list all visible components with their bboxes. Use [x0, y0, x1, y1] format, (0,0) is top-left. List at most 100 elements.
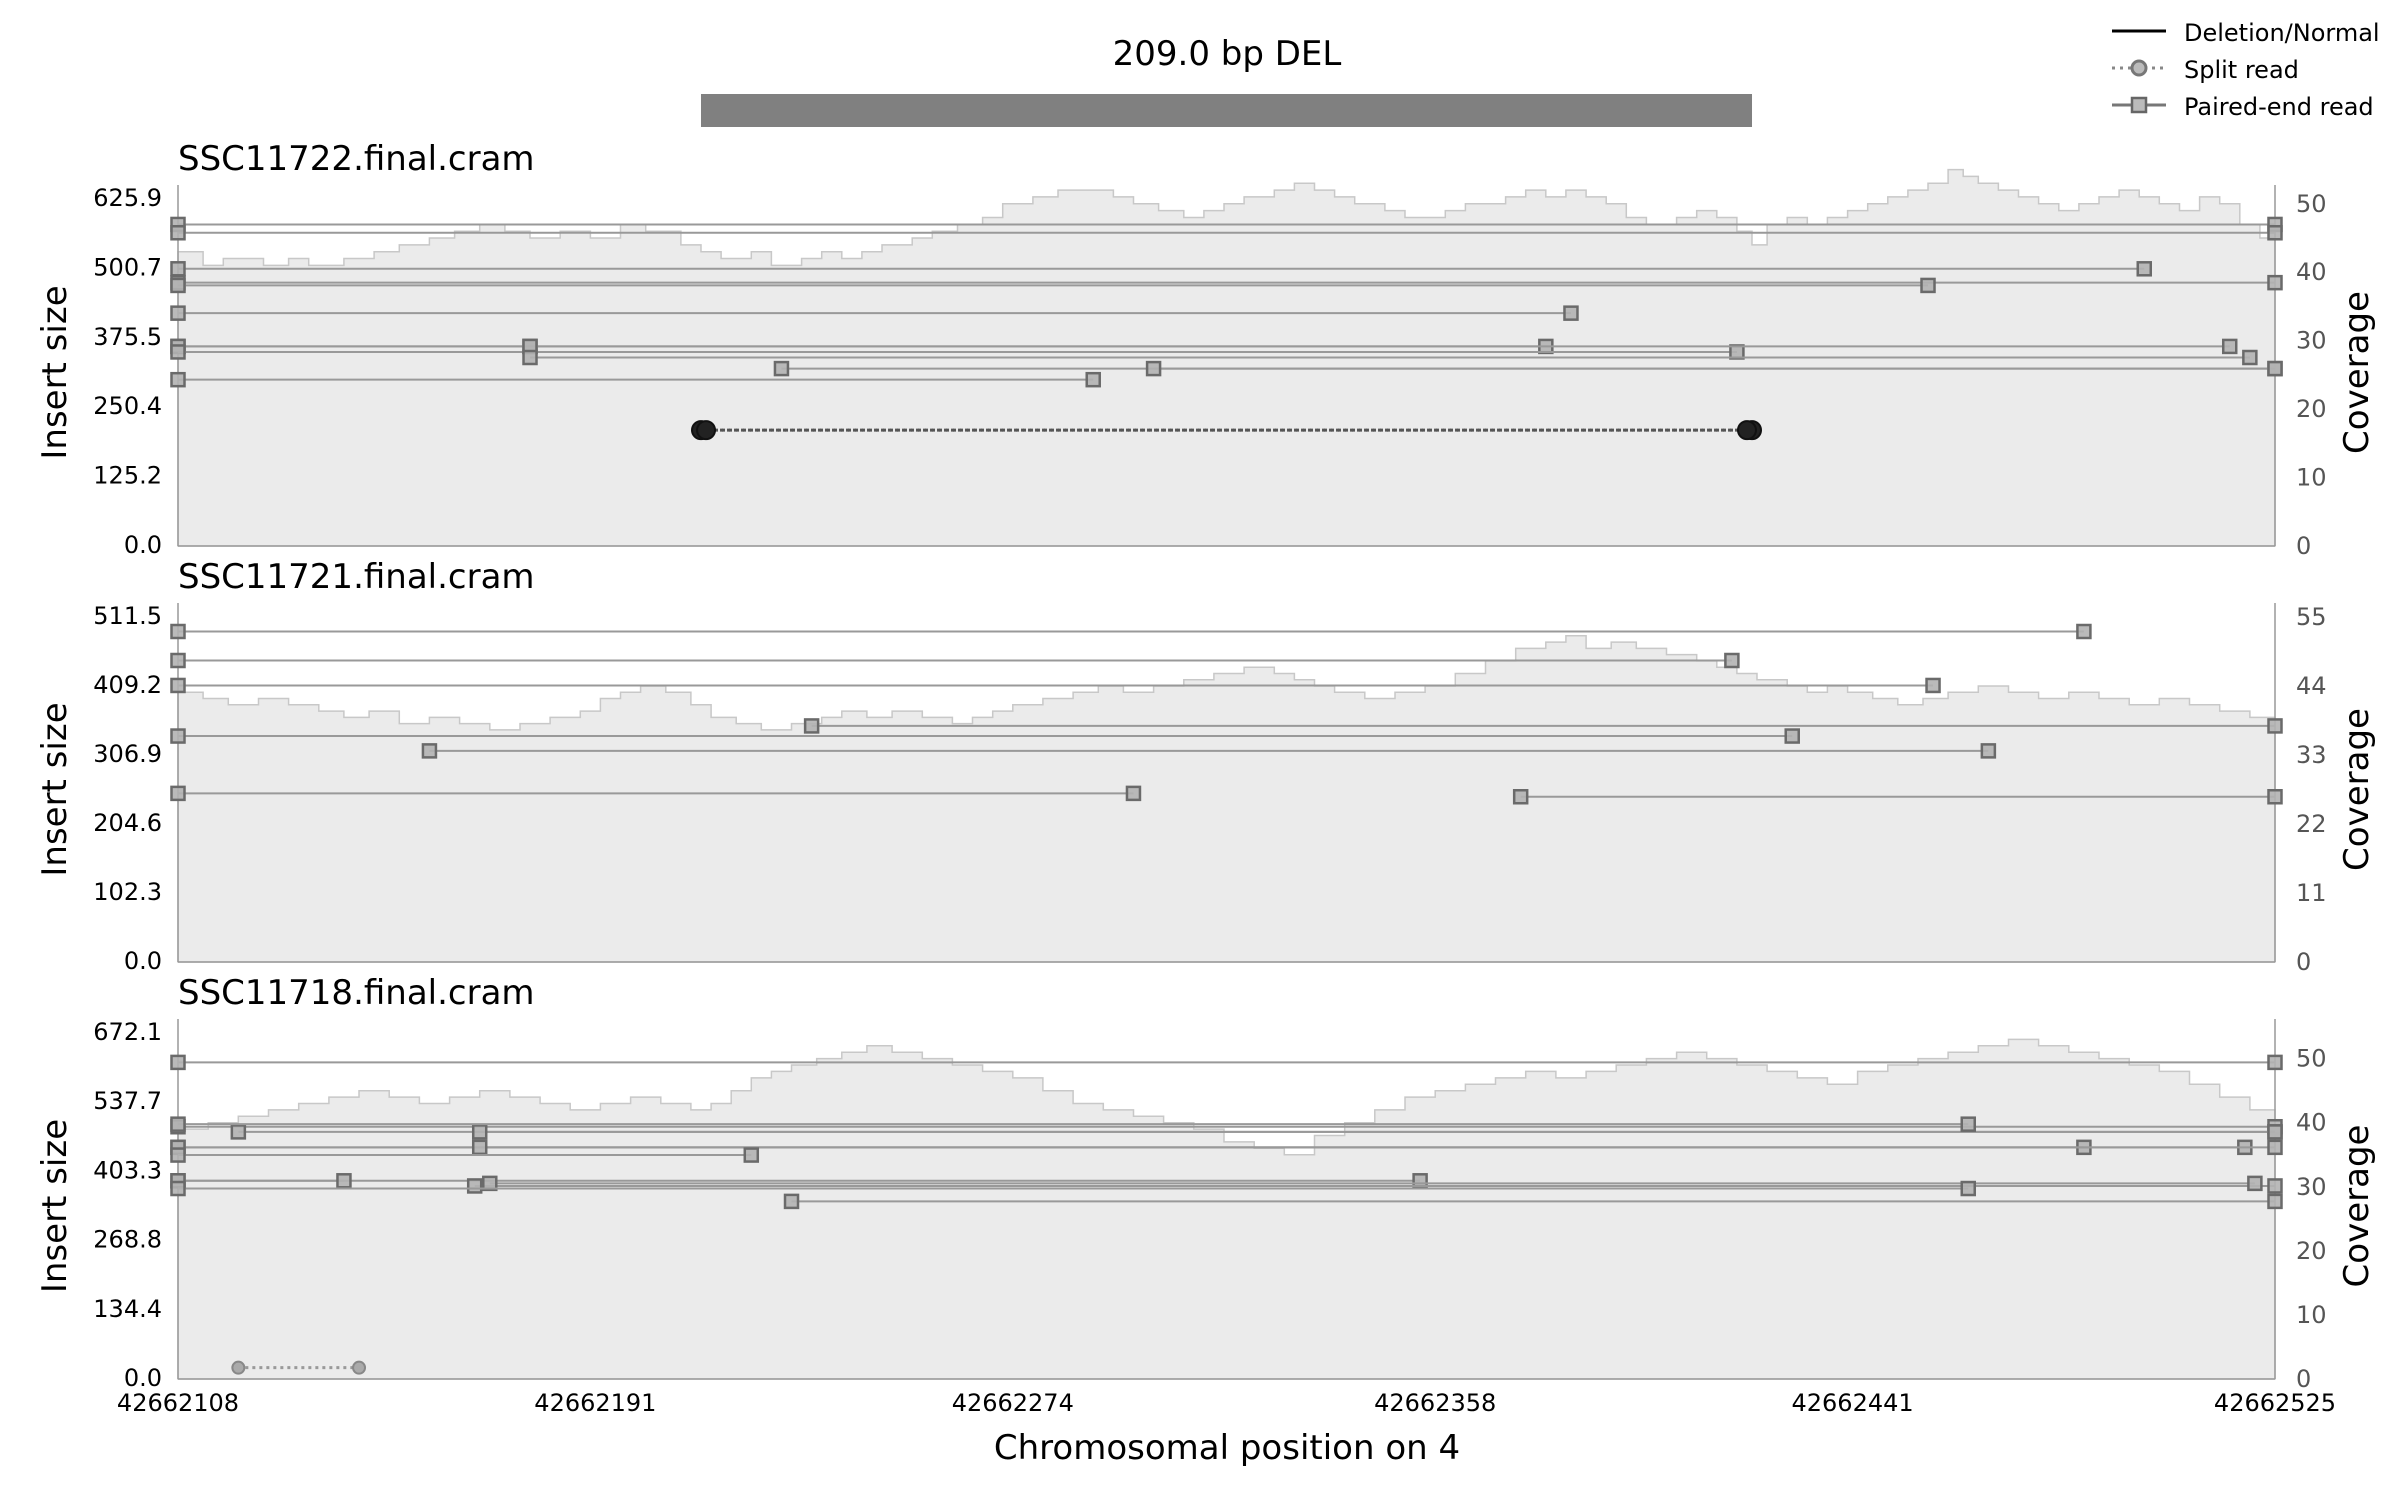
paired-read-marker	[2267, 1124, 2283, 1140]
y-tick-label: 0.0	[124, 531, 162, 559]
y-tick-label: 268.8	[93, 1226, 162, 1254]
y2-tick-label: 44	[2296, 672, 2327, 700]
paired-read-marker	[1784, 728, 1800, 744]
paired-read-marker	[803, 718, 820, 734]
paired-read-marker	[1960, 1116, 1976, 1132]
paired-read	[1512, 789, 2283, 805]
split-read-marker	[352, 1360, 367, 1375]
paired-read-marker	[2242, 349, 2258, 366]
y-tick-label: 134.4	[93, 1295, 162, 1323]
paired-read	[170, 277, 1936, 294]
paired-read-marker	[2136, 261, 2153, 277]
split-read-marker	[1736, 420, 1757, 441]
y-tick-label: 0.0	[124, 947, 162, 975]
paired-read	[170, 1147, 760, 1163]
paired-read-marker	[421, 743, 438, 759]
paired-read-marker	[482, 1175, 498, 1192]
y2-tick-label: 20	[2296, 1237, 2327, 1265]
legend-paired-label: Paired-end read	[2184, 93, 2374, 121]
legend-split-label: Split read	[2184, 56, 2299, 84]
panel-1: SSC11722.final.cram 625.9 500.7 375.5 250.4 1…	[35, 139, 2377, 560]
paired-read-marker	[170, 1054, 186, 1071]
paired-read-marker	[170, 371, 186, 388]
legend-deletion-label: Deletion/Normal	[2184, 19, 2380, 47]
paired-read-marker	[2267, 1178, 2283, 1194]
legend: Deletion/Normal Split read Paired-end re…	[2112, 19, 2380, 121]
paired-read-marker	[2267, 1193, 2283, 1210]
paired-read-marker	[1512, 789, 1529, 805]
paired-read-marker	[1920, 277, 1936, 294]
paired-read	[783, 1193, 2283, 1210]
paired-read	[522, 349, 2258, 366]
paired-read-marker	[170, 652, 186, 669]
x-axis: 42662108 42662191 42662274 42662358 42662441…	[117, 1389, 2336, 1417]
paired-read-marker	[522, 349, 538, 366]
paired-read-marker	[1145, 360, 1162, 377]
legend-paired-marker	[2130, 96, 2148, 114]
x-tick-label: 42662191	[534, 1389, 656, 1417]
paired-read-marker	[170, 225, 186, 241]
y2-tick-label: 11	[2296, 879, 2327, 907]
y-tick-label: 102.3	[93, 878, 162, 906]
y-tick-label: 204.6	[93, 809, 162, 837]
paired-read-marker	[2267, 1054, 2283, 1071]
y2-axis-label: Coverage	[2337, 708, 2377, 871]
paired-read-marker	[170, 785, 186, 802]
figure-title: 209.0 bp DEL	[1113, 34, 1342, 74]
panel-3: SSC11718.final.cram 672.1 537.7 403.3 268.8 1…	[35, 973, 2377, 1393]
paired-read	[170, 623, 2092, 640]
y2-tick-label: 22	[2296, 810, 2327, 838]
paired-read-marker	[471, 1139, 488, 1156]
panel-title: SSC11718.final.cram	[178, 973, 535, 1013]
paired-read-marker	[2267, 225, 2283, 241]
paired-read	[170, 728, 1800, 744]
paired-read	[170, 371, 1101, 388]
paired-read-marker	[466, 1178, 483, 1194]
paired-read-marker	[170, 261, 186, 277]
x-tick-label: 42662525	[2214, 1389, 2336, 1417]
paired-read-marker	[1724, 652, 1740, 669]
paired-read-marker	[1125, 785, 1142, 802]
paired-read	[522, 338, 2238, 355]
coverage-area	[177, 1038, 2276, 1380]
y-tick-label: 403.3	[93, 1156, 162, 1184]
paired-read-marker	[2247, 1175, 2263, 1192]
sample-panels: SSC11722.final.cram 625.9 500.7 375.5 250.4 1…	[35, 139, 2377, 1393]
paired-read	[170, 305, 1579, 321]
paired-read	[803, 718, 2283, 734]
x-tick-label: 42662441	[1792, 1389, 1914, 1417]
y-tick-label: 409.2	[93, 671, 162, 699]
paired-read-marker	[743, 1147, 760, 1163]
paired-read-marker	[471, 1124, 488, 1140]
y2-tick-label: 50	[2296, 190, 2327, 218]
y2-axis-label: Coverage	[2337, 291, 2377, 454]
paired-read	[170, 785, 1142, 802]
x-tick-label: 42662274	[952, 1389, 1074, 1417]
y2-tick-label: 0	[2296, 948, 2311, 976]
paired-read-marker	[2267, 274, 2283, 291]
y2-tick-label: 0	[2296, 1365, 2311, 1393]
x-tick-label: 42662108	[117, 1389, 239, 1417]
split-read	[231, 1360, 367, 1375]
paired-read-marker	[773, 360, 790, 377]
paired-read-marker	[2221, 338, 2238, 355]
y-tick-label: 511.5	[93, 602, 162, 630]
paired-read-marker	[170, 305, 186, 321]
split-read	[696, 420, 1757, 441]
coverage-area	[177, 635, 2276, 963]
y-axis-label: Insert size	[35, 702, 75, 876]
y2-tick-label: 10	[2296, 464, 2327, 492]
y2-axis-label: Coverage	[2337, 1125, 2377, 1288]
y-tick-label: 250.4	[93, 392, 162, 420]
paired-read-marker	[783, 1193, 800, 1210]
y-axis-label: Insert size	[35, 285, 75, 459]
y2-tick-label: 30	[2296, 327, 2327, 355]
paired-read-marker	[170, 277, 186, 294]
paired-read-marker	[2076, 623, 2092, 640]
paired-read-marker	[230, 1124, 247, 1140]
y2-tick-label: 20	[2296, 395, 2327, 423]
paired-read-marker	[170, 1180, 186, 1197]
paired-read-marker	[170, 728, 186, 744]
y-tick-label: 375.5	[93, 323, 162, 351]
panel-2: SSC11721.final.cram 511.5 409.2 306.9 204.6 1…	[35, 557, 2377, 976]
